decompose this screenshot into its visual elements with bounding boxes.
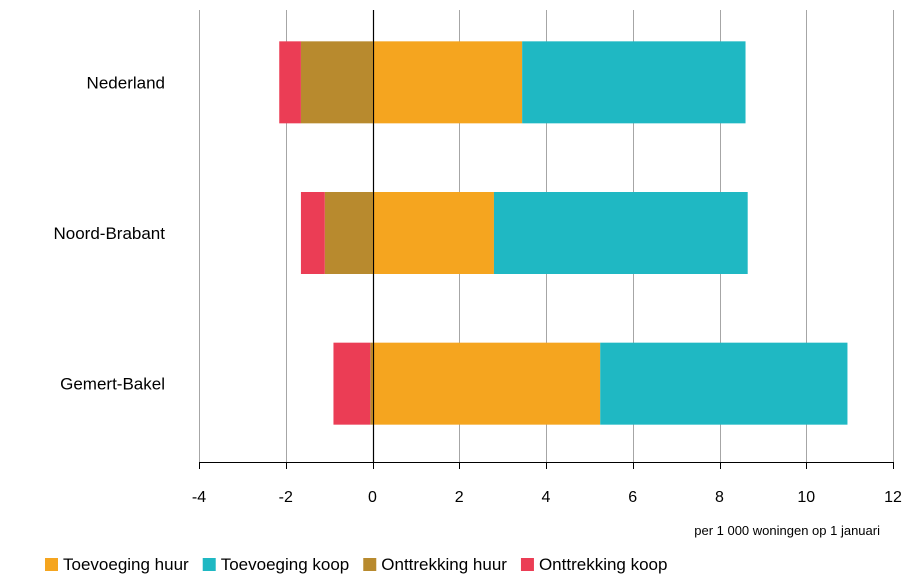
legend-swatch bbox=[520, 558, 534, 571]
x-tick-label: 12 bbox=[884, 489, 902, 506]
x-axis-label: per 1 000 woningen op 1 januari bbox=[694, 523, 880, 538]
legend-label: Onttrekking koop bbox=[539, 555, 668, 574]
legend-label: Onttrekking huur bbox=[381, 555, 507, 574]
bar-nederland-toevoeging-huur bbox=[372, 41, 523, 124]
x-tick-label: 0 bbox=[368, 489, 377, 506]
legend-label: Toevoeging huur bbox=[63, 555, 189, 574]
bar-gemert-bakel-onttrekking-huur bbox=[370, 342, 373, 425]
x-tick-label: 10 bbox=[797, 489, 815, 506]
bar-gemert-bakel-onttrekking-koop bbox=[333, 342, 371, 425]
bar-gemert-bakel-toevoeging-koop bbox=[600, 342, 848, 425]
x-tick-label: -2 bbox=[279, 489, 293, 506]
x-tick-label: 4 bbox=[542, 489, 551, 506]
legend-swatch bbox=[45, 558, 58, 571]
category-label: Noord-Brabant bbox=[53, 224, 165, 243]
bar-noord-brabant-onttrekking-huur bbox=[324, 192, 373, 274]
x-tick-label: -4 bbox=[192, 489, 206, 506]
bar-noord-brabant-onttrekking-koop bbox=[300, 192, 325, 274]
bars bbox=[279, 41, 848, 425]
x-tick-label: 6 bbox=[628, 489, 637, 506]
bar-noord-brabant-toevoeging-huur bbox=[372, 192, 494, 274]
axes bbox=[199, 10, 894, 469]
bar-gemert-bakel-toevoeging-huur bbox=[372, 342, 601, 425]
legend: Toevoeging huur Toevoeging koop Onttrekkin… bbox=[45, 555, 667, 574]
x-tick-labels: -4 -2 0 2 4 6 8 10 12 bbox=[192, 489, 902, 506]
x-tick-label: 2 bbox=[455, 489, 464, 506]
legend-swatch bbox=[202, 558, 216, 571]
x-tick-label: 8 bbox=[715, 489, 724, 506]
bar-nederland-toevoeging-koop bbox=[522, 41, 746, 124]
category-label: Nederland bbox=[87, 73, 165, 92]
legend-swatch bbox=[363, 558, 377, 571]
bar-nederland-onttrekking-huur bbox=[300, 41, 373, 124]
category-label: Gemert-Bakel bbox=[60, 375, 165, 394]
category-labels: Nederland Noord-Brabant Gemert-Bakel bbox=[53, 73, 165, 393]
legend-label: Toevoeging koop bbox=[221, 555, 350, 574]
bar-noord-brabant-toevoeging-koop bbox=[493, 192, 748, 274]
bar-nederland-onttrekking-koop bbox=[279, 41, 301, 124]
